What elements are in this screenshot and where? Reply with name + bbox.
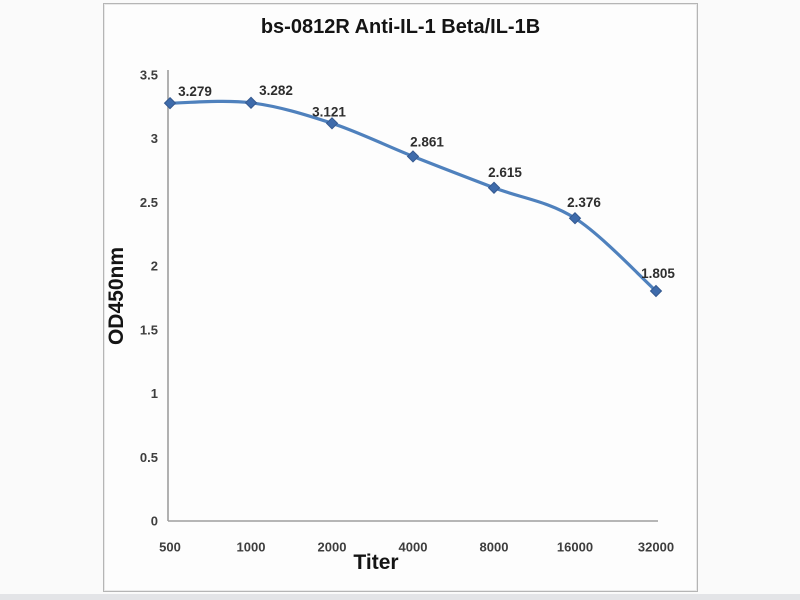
data-point-marker bbox=[649, 284, 663, 298]
x-tick-label: 8000 bbox=[480, 540, 509, 555]
data-point-marker bbox=[568, 212, 582, 225]
x-axis-title: Titer bbox=[353, 551, 399, 574]
y-tick-label: 3.5 bbox=[140, 68, 158, 83]
y-tick-label: 2.5 bbox=[140, 195, 158, 210]
x-tick-label: 500 bbox=[159, 540, 181, 555]
x-tick-label: 4000 bbox=[399, 540, 428, 555]
y-tick-label: 1 bbox=[151, 386, 158, 401]
x-tick-label: 2000 bbox=[318, 540, 347, 555]
y-tick-label: 0.5 bbox=[140, 450, 158, 465]
y-tick-label: 2 bbox=[151, 259, 158, 274]
y-tick-label: 1.5 bbox=[140, 322, 158, 337]
data-point-marker bbox=[487, 181, 501, 194]
y-tick-label: 0 bbox=[151, 514, 158, 529]
data-point-marker bbox=[325, 117, 339, 130]
x-tick-label: 16000 bbox=[557, 540, 593, 555]
data-point-label: 2.615 bbox=[488, 165, 522, 180]
data-point-marker bbox=[163, 96, 177, 110]
data-point-label: 2.861 bbox=[410, 134, 444, 149]
data-point-label: 2.376 bbox=[567, 195, 601, 210]
chart-title: bs-0812R Anti-IL-1 Beta/IL-1B bbox=[260, 16, 541, 38]
data-point-label: 3.279 bbox=[178, 84, 212, 99]
data-point-label: 1.805 bbox=[641, 266, 675, 281]
x-tick-label: 32000 bbox=[638, 540, 674, 555]
data-point-marker bbox=[406, 150, 420, 163]
bottom-edge-strip bbox=[0, 594, 800, 600]
y-tick-label: 3 bbox=[151, 131, 158, 146]
data-point-label: 3.282 bbox=[259, 83, 293, 98]
x-tick-label: 1000 bbox=[237, 540, 266, 555]
data-point-label: 3.121 bbox=[312, 104, 346, 119]
data-point-marker bbox=[244, 96, 258, 109]
